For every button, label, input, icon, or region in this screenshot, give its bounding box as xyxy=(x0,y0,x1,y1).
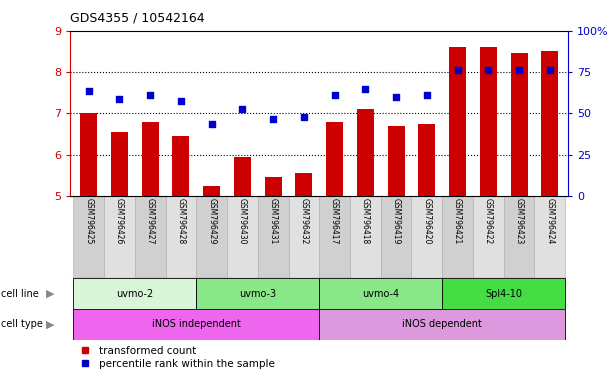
Bar xyxy=(411,196,442,278)
Bar xyxy=(350,196,381,278)
Bar xyxy=(73,278,196,309)
Bar xyxy=(541,51,558,196)
Bar xyxy=(80,113,97,196)
Point xyxy=(238,106,247,112)
Bar xyxy=(172,136,189,196)
Legend: transformed count, percentile rank within the sample: transformed count, percentile rank withi… xyxy=(70,342,279,373)
Bar xyxy=(535,196,565,278)
Point xyxy=(483,67,493,73)
Bar xyxy=(442,196,473,278)
Text: uvmo-4: uvmo-4 xyxy=(362,289,399,299)
Bar xyxy=(234,157,251,196)
Text: ▶: ▶ xyxy=(46,289,54,299)
Text: GSM796418: GSM796418 xyxy=(361,198,370,245)
Text: GSM796432: GSM796432 xyxy=(299,198,309,245)
Bar xyxy=(203,185,220,196)
Point xyxy=(176,98,186,104)
Point xyxy=(330,92,340,98)
Text: GSM796422: GSM796422 xyxy=(484,198,493,245)
Point xyxy=(145,92,155,98)
Bar xyxy=(326,121,343,196)
Bar xyxy=(196,196,227,278)
Text: GSM796428: GSM796428 xyxy=(177,198,185,245)
Point xyxy=(207,121,216,127)
Text: GDS4355 / 10542164: GDS4355 / 10542164 xyxy=(70,12,205,25)
Point xyxy=(545,67,555,73)
Bar xyxy=(503,196,535,278)
Bar xyxy=(227,196,258,278)
Bar xyxy=(258,196,288,278)
Text: GSM796417: GSM796417 xyxy=(330,198,339,245)
Text: GSM796421: GSM796421 xyxy=(453,198,462,245)
Bar xyxy=(480,47,497,196)
Text: ▶: ▶ xyxy=(46,319,54,329)
Point xyxy=(391,94,401,100)
Text: GSM796426: GSM796426 xyxy=(115,198,124,245)
Text: iNOS independent: iNOS independent xyxy=(152,319,241,329)
Point xyxy=(422,92,432,98)
Text: Spl4-10: Spl4-10 xyxy=(485,289,522,299)
Text: GSM796429: GSM796429 xyxy=(207,198,216,245)
Bar xyxy=(135,196,166,278)
Text: GSM796430: GSM796430 xyxy=(238,198,247,245)
Bar xyxy=(511,53,527,196)
Point xyxy=(299,114,309,121)
Bar xyxy=(320,309,565,340)
Bar xyxy=(166,196,196,278)
Bar xyxy=(73,196,104,278)
Text: GSM796419: GSM796419 xyxy=(392,198,401,245)
Bar xyxy=(473,196,503,278)
Point xyxy=(453,67,463,73)
Bar xyxy=(381,196,411,278)
Text: GSM796420: GSM796420 xyxy=(422,198,431,245)
Bar xyxy=(442,278,565,309)
Text: GSM796424: GSM796424 xyxy=(545,198,554,245)
Bar xyxy=(73,309,320,340)
Bar xyxy=(320,278,442,309)
Point xyxy=(84,88,93,94)
Text: GSM796425: GSM796425 xyxy=(84,198,93,245)
Text: iNOS dependent: iNOS dependent xyxy=(402,319,482,329)
Bar xyxy=(111,132,128,196)
Text: GSM796427: GSM796427 xyxy=(145,198,155,245)
Bar xyxy=(265,177,282,196)
Bar xyxy=(196,278,320,309)
Point xyxy=(268,116,278,122)
Point xyxy=(360,86,370,92)
Text: GSM796423: GSM796423 xyxy=(514,198,524,245)
Bar xyxy=(104,196,135,278)
Point xyxy=(514,67,524,73)
Bar xyxy=(387,126,404,196)
Bar xyxy=(296,173,312,196)
Bar xyxy=(288,196,320,278)
Text: uvmo-3: uvmo-3 xyxy=(240,289,276,299)
Bar xyxy=(419,124,435,196)
Bar xyxy=(449,47,466,196)
Text: cell line: cell line xyxy=(1,289,39,299)
Bar xyxy=(142,121,159,196)
Text: GSM796431: GSM796431 xyxy=(269,198,277,245)
Point xyxy=(114,96,124,102)
Bar xyxy=(357,109,374,196)
Bar xyxy=(320,196,350,278)
Text: cell type: cell type xyxy=(1,319,43,329)
Text: uvmo-2: uvmo-2 xyxy=(116,289,153,299)
